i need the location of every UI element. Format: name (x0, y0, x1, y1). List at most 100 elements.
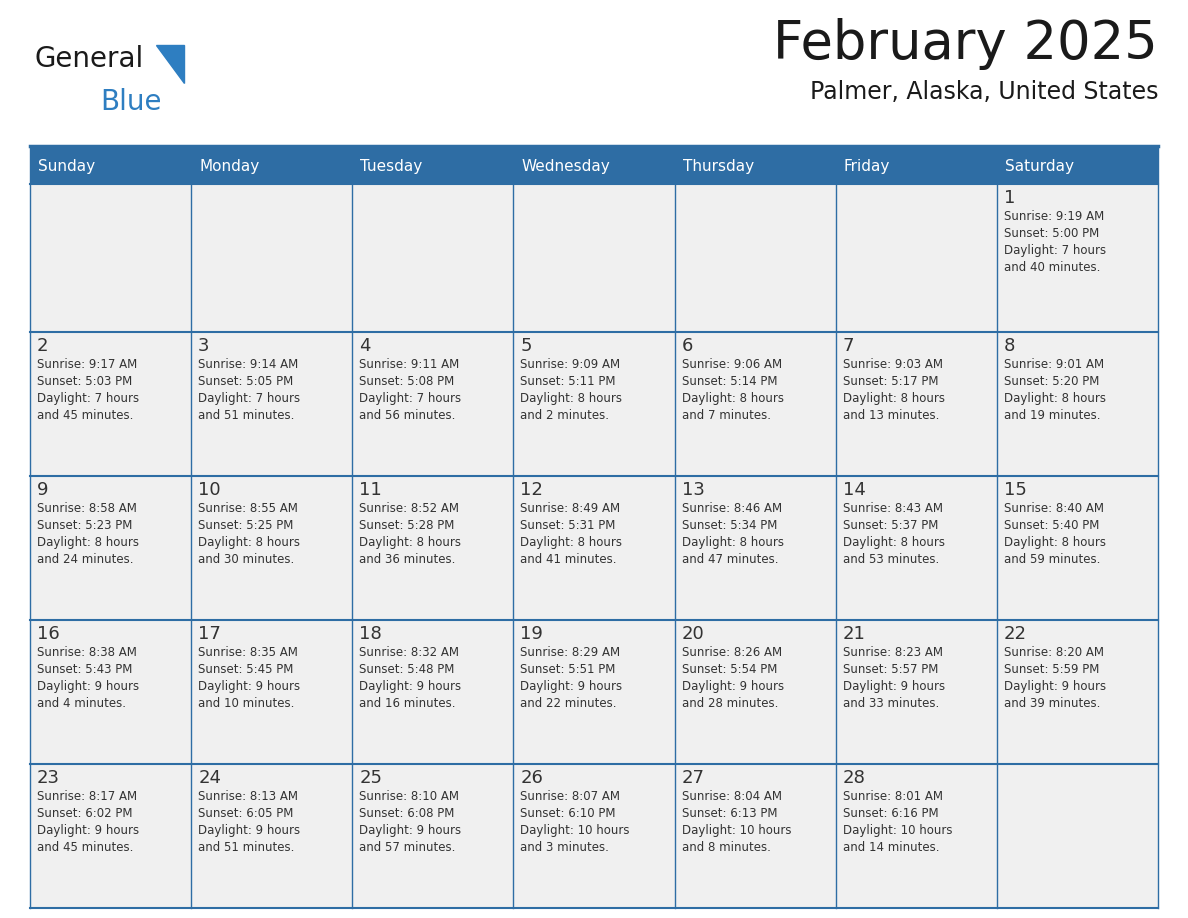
Text: Daylight: 9 hours: Daylight: 9 hours (198, 824, 301, 837)
Bar (513, 332, 675, 476)
Text: Sunset: 5:54 PM: Sunset: 5:54 PM (682, 663, 777, 676)
Text: Daylight: 8 hours: Daylight: 8 hours (359, 536, 461, 549)
Text: and 51 minutes.: and 51 minutes. (198, 841, 295, 854)
Text: Sunrise: 8:23 AM: Sunrise: 8:23 AM (842, 646, 943, 659)
Text: Sunrise: 8:43 AM: Sunrise: 8:43 AM (842, 502, 943, 515)
Text: 19: 19 (520, 625, 543, 643)
Text: and 30 minutes.: and 30 minutes. (198, 553, 295, 566)
Text: Daylight: 9 hours: Daylight: 9 hours (37, 680, 139, 693)
Text: Sunset: 5:40 PM: Sunset: 5:40 PM (1004, 519, 1099, 532)
Text: Sunset: 5:51 PM: Sunset: 5:51 PM (520, 663, 615, 676)
Text: Sunset: 5:25 PM: Sunset: 5:25 PM (198, 519, 293, 532)
Text: Sunset: 6:10 PM: Sunset: 6:10 PM (520, 807, 615, 820)
Bar (30, 148, 191, 184)
Text: Sunset: 5:31 PM: Sunset: 5:31 PM (520, 519, 615, 532)
Text: 15: 15 (1004, 481, 1026, 499)
Text: Sunrise: 8:07 AM: Sunrise: 8:07 AM (520, 790, 620, 803)
Bar (30, 184, 191, 332)
Text: Sunset: 5:28 PM: Sunset: 5:28 PM (359, 519, 455, 532)
Text: and 10 minutes.: and 10 minutes. (198, 697, 295, 710)
Text: Daylight: 10 hours: Daylight: 10 hours (842, 824, 953, 837)
Text: Thursday: Thursday (683, 159, 753, 174)
Bar (191, 764, 353, 908)
Text: Daylight: 8 hours: Daylight: 8 hours (842, 392, 944, 405)
Text: Sunrise: 8:29 AM: Sunrise: 8:29 AM (520, 646, 620, 659)
Text: Sunrise: 8:13 AM: Sunrise: 8:13 AM (198, 790, 298, 803)
Bar (191, 476, 353, 620)
Text: Sunrise: 9:14 AM: Sunrise: 9:14 AM (198, 358, 298, 371)
Text: Daylight: 10 hours: Daylight: 10 hours (520, 824, 630, 837)
Text: Sunset: 5:37 PM: Sunset: 5:37 PM (842, 519, 939, 532)
Text: Daylight: 10 hours: Daylight: 10 hours (682, 824, 791, 837)
Text: Sunset: 5:43 PM: Sunset: 5:43 PM (37, 663, 132, 676)
Text: Saturday: Saturday (1005, 159, 1074, 174)
Text: Sunday: Sunday (38, 159, 95, 174)
Text: 14: 14 (842, 481, 866, 499)
Text: Sunset: 6:05 PM: Sunset: 6:05 PM (198, 807, 293, 820)
Text: Daylight: 8 hours: Daylight: 8 hours (198, 536, 301, 549)
Text: Friday: Friday (843, 159, 890, 174)
Text: 10: 10 (198, 481, 221, 499)
Text: 26: 26 (520, 769, 543, 787)
Text: Sunset: 5:14 PM: Sunset: 5:14 PM (682, 375, 777, 388)
Bar (191, 148, 353, 184)
Text: Daylight: 9 hours: Daylight: 9 hours (682, 680, 784, 693)
Text: Daylight: 9 hours: Daylight: 9 hours (842, 680, 944, 693)
Text: Daylight: 7 hours: Daylight: 7 hours (359, 392, 461, 405)
Text: Daylight: 8 hours: Daylight: 8 hours (37, 536, 139, 549)
Text: Sunset: 5:23 PM: Sunset: 5:23 PM (37, 519, 132, 532)
Bar (513, 764, 675, 908)
Bar (353, 476, 513, 620)
Text: 3: 3 (198, 337, 209, 355)
Bar (353, 184, 513, 332)
Text: 21: 21 (842, 625, 866, 643)
Text: Monday: Monday (200, 159, 259, 174)
Text: Sunset: 6:02 PM: Sunset: 6:02 PM (37, 807, 133, 820)
Text: Daylight: 9 hours: Daylight: 9 hours (520, 680, 623, 693)
Text: Sunset: 5:11 PM: Sunset: 5:11 PM (520, 375, 615, 388)
Text: Sunrise: 8:20 AM: Sunrise: 8:20 AM (1004, 646, 1104, 659)
Text: and 40 minutes.: and 40 minutes. (1004, 261, 1100, 274)
Polygon shape (156, 45, 184, 83)
Text: Daylight: 9 hours: Daylight: 9 hours (359, 824, 461, 837)
Bar (835, 476, 997, 620)
Text: and 8 minutes.: and 8 minutes. (682, 841, 771, 854)
Text: and 13 minutes.: and 13 minutes. (842, 409, 939, 422)
Text: Sunset: 5:48 PM: Sunset: 5:48 PM (359, 663, 455, 676)
Text: 11: 11 (359, 481, 383, 499)
Text: and 7 minutes.: and 7 minutes. (682, 409, 771, 422)
Text: 1: 1 (1004, 189, 1016, 207)
Bar (835, 184, 997, 332)
Text: Tuesday: Tuesday (360, 159, 423, 174)
Text: 17: 17 (198, 625, 221, 643)
Text: 4: 4 (359, 337, 371, 355)
Bar (675, 332, 835, 476)
Text: Daylight: 8 hours: Daylight: 8 hours (682, 392, 784, 405)
Text: and 59 minutes.: and 59 minutes. (1004, 553, 1100, 566)
Text: Sunset: 5:08 PM: Sunset: 5:08 PM (359, 375, 455, 388)
Bar (191, 332, 353, 476)
Text: Blue: Blue (100, 88, 162, 116)
Bar (191, 620, 353, 764)
Text: and 47 minutes.: and 47 minutes. (682, 553, 778, 566)
Text: 18: 18 (359, 625, 383, 643)
Text: and 2 minutes.: and 2 minutes. (520, 409, 609, 422)
Bar (835, 148, 997, 184)
Text: Sunset: 5:20 PM: Sunset: 5:20 PM (1004, 375, 1099, 388)
Text: Sunset: 5:34 PM: Sunset: 5:34 PM (682, 519, 777, 532)
Bar (513, 184, 675, 332)
Text: Sunset: 5:45 PM: Sunset: 5:45 PM (198, 663, 293, 676)
Bar (353, 620, 513, 764)
Text: Sunrise: 8:58 AM: Sunrise: 8:58 AM (37, 502, 137, 515)
Text: Sunrise: 8:55 AM: Sunrise: 8:55 AM (198, 502, 298, 515)
Text: Sunrise: 9:19 AM: Sunrise: 9:19 AM (1004, 210, 1104, 223)
Text: 5: 5 (520, 337, 532, 355)
Text: Sunrise: 8:32 AM: Sunrise: 8:32 AM (359, 646, 460, 659)
Text: Sunset: 5:57 PM: Sunset: 5:57 PM (842, 663, 939, 676)
Text: Daylight: 9 hours: Daylight: 9 hours (198, 680, 301, 693)
Text: and 45 minutes.: and 45 minutes. (37, 409, 133, 422)
Text: Sunrise: 8:10 AM: Sunrise: 8:10 AM (359, 790, 460, 803)
Text: 25: 25 (359, 769, 383, 787)
Text: Sunrise: 8:17 AM: Sunrise: 8:17 AM (37, 790, 137, 803)
Text: and 19 minutes.: and 19 minutes. (1004, 409, 1100, 422)
